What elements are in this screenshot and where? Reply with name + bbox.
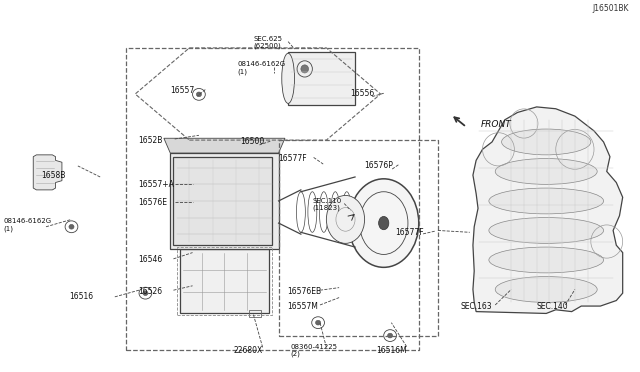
Text: 1658B: 1658B	[41, 171, 65, 180]
Text: 16526: 16526	[138, 287, 163, 296]
Ellipse shape	[384, 330, 396, 341]
Ellipse shape	[489, 218, 604, 243]
Text: 16577F: 16577F	[395, 228, 424, 237]
Text: 16556: 16556	[351, 90, 375, 99]
Text: 16557+A: 16557+A	[138, 180, 174, 189]
Text: SEC.140: SEC.140	[537, 302, 568, 311]
Text: J16501BK: J16501BK	[593, 4, 629, 13]
Ellipse shape	[495, 276, 597, 302]
Text: 16516: 16516	[70, 292, 94, 301]
Text: 16576E: 16576E	[138, 198, 168, 207]
Ellipse shape	[139, 287, 152, 299]
Text: 1652B: 1652B	[138, 136, 163, 145]
Text: 08146-6162G
(1): 08146-6162G (1)	[237, 61, 285, 75]
Text: SEC.110
(11823): SEC.110 (11823)	[312, 198, 342, 211]
Ellipse shape	[312, 317, 324, 328]
Polygon shape	[473, 107, 623, 314]
Text: 08360-41225
(2): 08360-41225 (2)	[290, 344, 337, 357]
Ellipse shape	[502, 129, 591, 155]
Text: 16516M: 16516M	[376, 346, 407, 355]
FancyBboxPatch shape	[180, 249, 269, 314]
Text: SEC.625
(62500): SEC.625 (62500)	[253, 36, 282, 49]
Text: 22680X: 22680X	[234, 346, 263, 355]
Text: FRONT: FRONT	[481, 120, 511, 129]
Text: 08146-6162G
(1): 08146-6162G (1)	[3, 218, 51, 232]
Ellipse shape	[379, 217, 389, 230]
Ellipse shape	[326, 195, 365, 243]
Text: 16576P: 16576P	[365, 161, 394, 170]
Ellipse shape	[388, 333, 393, 338]
Ellipse shape	[65, 221, 78, 232]
Text: 16557: 16557	[170, 86, 195, 95]
FancyBboxPatch shape	[288, 52, 355, 105]
Text: 16546: 16546	[138, 256, 163, 264]
Polygon shape	[33, 155, 62, 190]
Ellipse shape	[143, 291, 148, 295]
Ellipse shape	[196, 92, 202, 97]
Ellipse shape	[495, 158, 597, 185]
Ellipse shape	[489, 188, 604, 214]
Ellipse shape	[297, 61, 312, 77]
Ellipse shape	[489, 247, 604, 273]
Text: 16576EB: 16576EB	[287, 287, 321, 296]
Ellipse shape	[282, 53, 294, 103]
Text: 16557M: 16557M	[287, 302, 317, 311]
FancyBboxPatch shape	[173, 157, 272, 245]
Ellipse shape	[301, 65, 308, 73]
Text: 16500: 16500	[241, 137, 264, 147]
Ellipse shape	[193, 89, 205, 100]
Text: SEC.163: SEC.163	[460, 302, 492, 311]
FancyBboxPatch shape	[170, 153, 278, 249]
Text: 16577F: 16577F	[278, 154, 307, 163]
Polygon shape	[164, 138, 285, 153]
Ellipse shape	[69, 224, 74, 229]
Ellipse shape	[349, 179, 419, 267]
Ellipse shape	[316, 320, 321, 325]
